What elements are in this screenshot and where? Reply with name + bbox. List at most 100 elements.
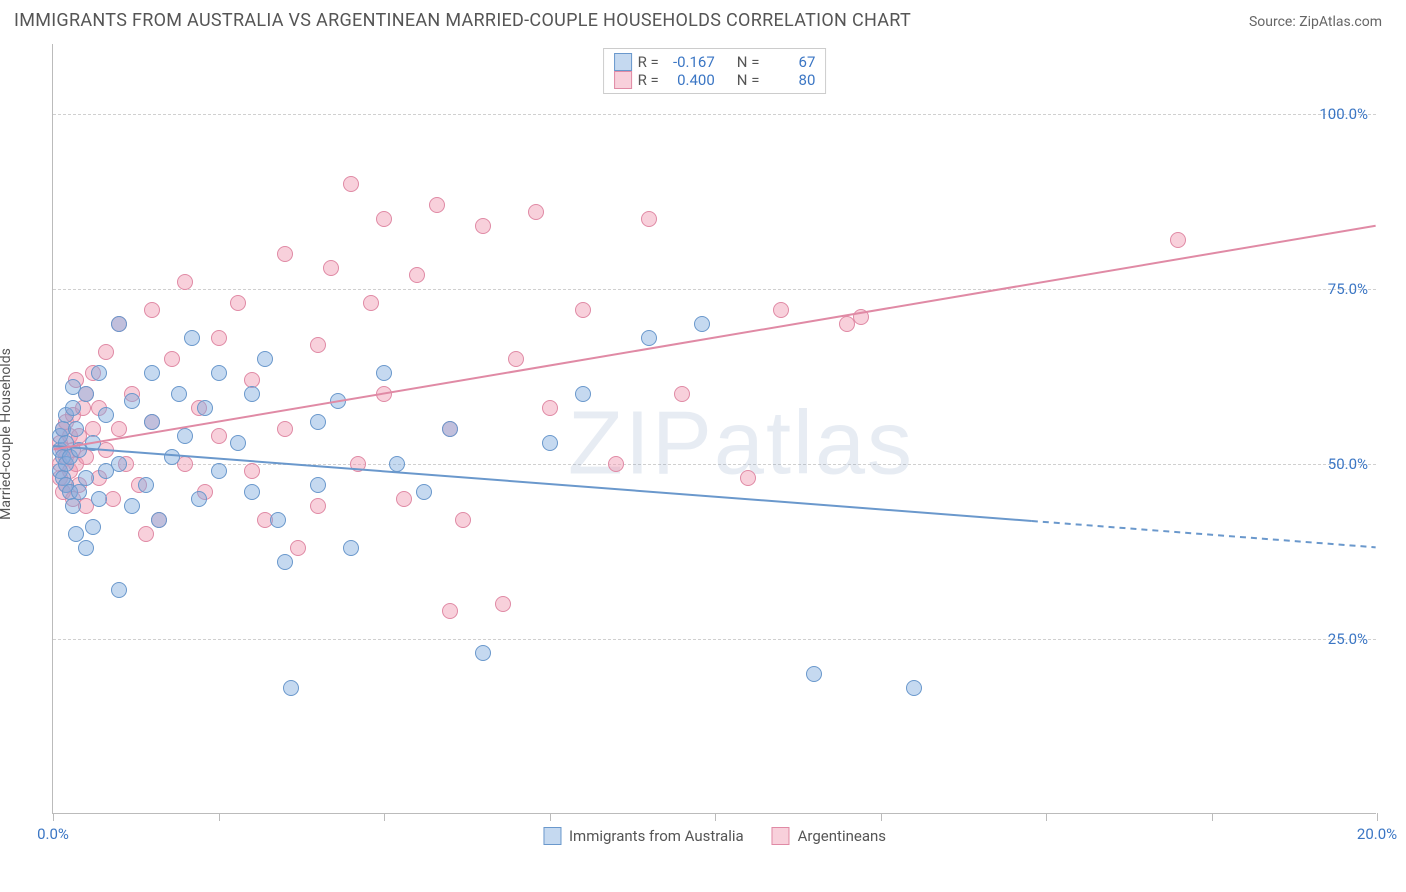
data-point [191,491,207,507]
data-point [475,645,491,661]
data-point [124,498,140,514]
data-point [575,386,591,402]
data-point [65,400,81,416]
data-point [111,456,127,472]
n-label: N = [737,71,760,89]
data-point [376,365,392,381]
data-point [542,400,558,416]
data-point [508,351,524,367]
series-a-label: Immigrants from Australia [569,827,744,845]
data-point [853,309,869,325]
data-point [230,295,246,311]
data-point [184,330,200,346]
data-point [111,316,127,332]
data-point [442,421,458,437]
data-point [310,337,326,353]
data-point [310,477,326,493]
data-point [244,386,260,402]
data-point [65,498,81,514]
data-point [211,463,227,479]
legend-swatch-b-icon [614,71,632,89]
chart-title: IMMIGRANTS FROM AUSTRALIA VS ARGENTINEAN… [14,10,911,31]
data-point [85,435,101,451]
data-point [91,365,107,381]
data-point [144,302,160,318]
data-point [343,176,359,192]
legend-item-a: Immigrants from Australia [543,827,744,845]
data-point [68,526,84,542]
trend-lines [53,44,1376,813]
data-point [363,295,379,311]
x-tick [1377,813,1378,821]
series-b-label: Argentineans [798,827,886,845]
data-point [674,386,690,402]
x-tick [1212,813,1213,821]
data-point [211,330,227,346]
data-point [277,554,293,570]
data-point [542,435,558,451]
data-point [641,330,657,346]
x-tick [715,813,716,821]
data-point [111,582,127,598]
data-point [740,470,756,486]
data-point [270,512,286,528]
data-point [171,386,187,402]
data-point [323,260,339,276]
data-point [330,393,346,409]
legend-stats-row-a: R = -0.167 N = 67 [614,53,816,71]
data-point [409,267,425,283]
data-point [806,666,822,682]
legend-swatch-a-icon [543,827,561,845]
r-value-a: -0.167 [665,53,715,71]
x-tick [550,813,551,821]
plot-area: ZIPatlas R = -0.167 N = 67 R = 0.400 N =… [52,44,1376,814]
data-point [350,456,366,472]
data-point [376,211,392,227]
legend-swatch-b-icon [772,827,790,845]
data-point [608,456,624,472]
x-tick [53,813,54,821]
data-point [244,484,260,500]
data-point [138,526,154,542]
legend-item-b: Argentineans [772,827,886,845]
data-point [177,428,193,444]
data-point [290,540,306,556]
data-point [575,302,591,318]
data-point [396,491,412,507]
correlation-chart: Married-couple Households ZIPatlas R = -… [14,44,1392,824]
data-point [416,484,432,500]
data-point [230,435,246,451]
data-point [111,421,127,437]
y-tick-label: 25.0% [1328,630,1368,648]
r-label: R = [638,71,659,89]
data-point [244,463,260,479]
legend-stats: R = -0.167 N = 67 R = 0.400 N = 80 [603,48,827,94]
data-point [310,414,326,430]
data-point [277,246,293,262]
data-point [164,449,180,465]
data-point [376,386,392,402]
data-point [144,414,160,430]
data-point [85,519,101,535]
y-tick-label: 50.0% [1328,455,1368,473]
x-tick-label: 0.0% [37,825,69,843]
data-point [211,365,227,381]
gridline [53,639,1376,640]
x-tick [384,813,385,821]
data-point [257,351,273,367]
data-point [98,407,114,423]
data-point [773,302,789,318]
n-value-b: 80 [765,71,815,89]
data-point [495,596,511,612]
source-attribution: Source: ZipAtlas.com [1249,14,1382,30]
data-point [68,421,84,437]
data-point [124,393,140,409]
data-point [389,456,405,472]
data-point [144,365,160,381]
data-point [455,512,471,528]
data-point [71,484,87,500]
x-tick [1046,813,1047,821]
data-point [343,540,359,556]
data-point [641,211,657,227]
data-point [475,218,491,234]
